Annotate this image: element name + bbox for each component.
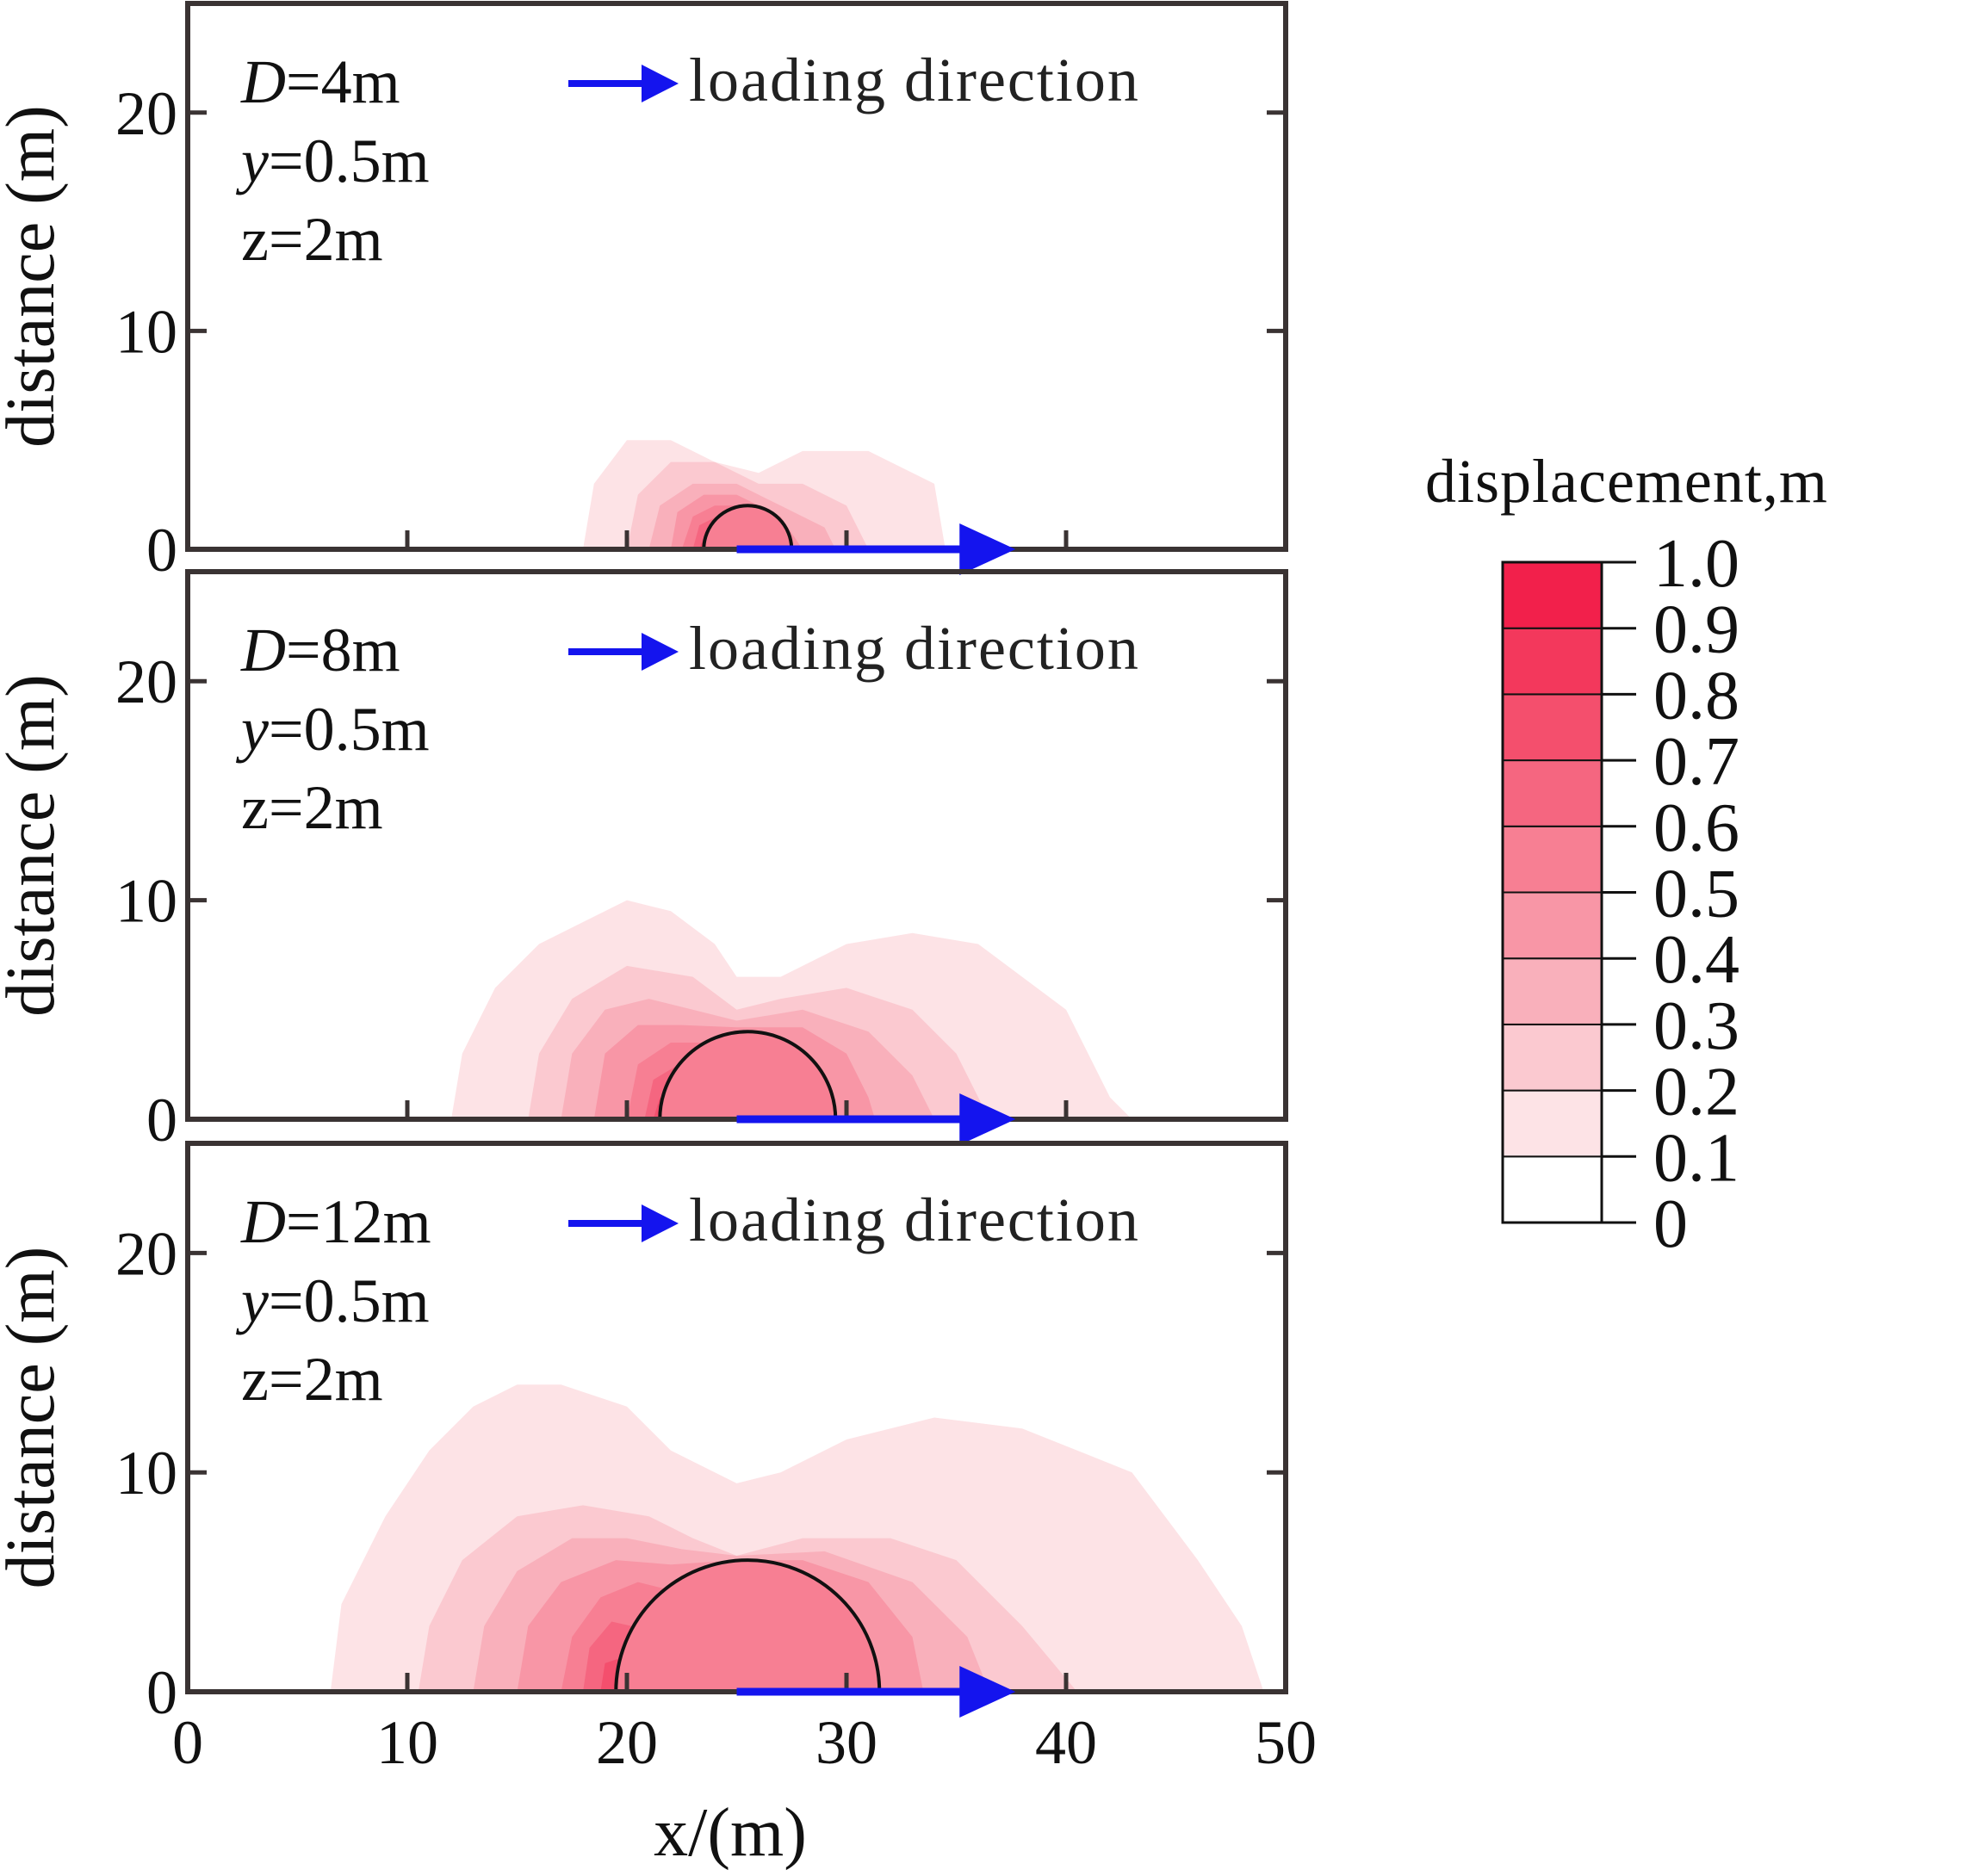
- x-axis-title: x/(m): [654, 1795, 807, 1871]
- x-tick-label: 40: [1035, 1708, 1097, 1777]
- tunnel-zone: [660, 1031, 836, 1119]
- plot-area: [583, 440, 946, 549]
- load-arrow-head: [959, 1093, 1016, 1145]
- x-tick-labels: 0 10 20 30 40 50: [172, 1708, 1317, 1777]
- annotation-D-value: =8m: [286, 616, 400, 684]
- tunnel-outline: [702, 504, 794, 549]
- colorbar-swatch: [1502, 957, 1603, 1025]
- y-tick-label: 0: [146, 1658, 177, 1727]
- x-tick-label: 50: [1255, 1708, 1317, 1777]
- annotation-z: z=2m: [241, 205, 383, 274]
- colorbar: 00.10.20.30.40.50.60.70.80.91.0: [1501, 526, 1739, 1262]
- annotation-D-symbol: D: [240, 616, 286, 684]
- annotation-D-symbol: D: [240, 1187, 286, 1256]
- colorbar-title: displacement,m: [1425, 447, 1828, 516]
- annotation-z: z=2m: [241, 773, 383, 842]
- legend-label: loading direction: [689, 614, 1140, 683]
- colorbar-swatch: [1502, 561, 1603, 629]
- annotation-z: z=2m: [241, 1345, 383, 1414]
- annotation-y: y=0.5m: [235, 695, 430, 764]
- y-tick-label: 20: [115, 79, 177, 148]
- legend-label: loading direction: [689, 46, 1140, 115]
- legend-arrow-head: [642, 65, 679, 102]
- y-tick-label: 20: [115, 647, 177, 716]
- colorbar-label: 0.6: [1653, 790, 1739, 866]
- load-arrow-head: [959, 1666, 1016, 1718]
- colorbar-label: 0: [1653, 1186, 1688, 1262]
- annotation-y-value: =0.5m: [269, 1266, 430, 1335]
- annotation-D: D=4m: [240, 47, 400, 116]
- annotation-D-value: =12m: [286, 1187, 431, 1256]
- x-tick-label: 20: [596, 1708, 658, 1777]
- legend-label: loading direction: [689, 1186, 1140, 1254]
- legend-arrow-head: [642, 1204, 679, 1242]
- colorbar-swatch: [1502, 693, 1603, 762]
- y-tick-label: 20: [115, 1219, 177, 1288]
- y-tick-label: 10: [115, 867, 177, 936]
- colorbar-label: 0.3: [1653, 988, 1739, 1064]
- tunnel-zone: [616, 1560, 880, 1692]
- x-tick-label: 30: [815, 1708, 877, 1777]
- colorbar-swatch: [1502, 627, 1603, 696]
- annotation-y-symbol: y: [235, 695, 269, 764]
- annotation-D: D=12m: [240, 1187, 431, 1256]
- y-tick-label: 0: [146, 516, 177, 585]
- y-tick-label: 10: [115, 297, 177, 366]
- annotation-y: y=0.5m: [235, 127, 430, 195]
- colorbar-label: 0.5: [1653, 857, 1739, 932]
- plot-area: [330, 1384, 1264, 1692]
- colorbar-label: 0.4: [1653, 922, 1739, 998]
- y-axis-title: distance (m): [0, 105, 69, 448]
- y-axis-title: distance (m): [0, 1247, 69, 1589]
- plot-area: [451, 900, 1132, 1119]
- annotation-y-value: =0.5m: [269, 127, 430, 195]
- colorbar-label: 0.8: [1653, 658, 1739, 734]
- colorbar-label: 0.1: [1653, 1120, 1739, 1196]
- load-arrow-head: [959, 523, 1016, 575]
- y-tick-label: 10: [115, 1439, 177, 1508]
- colorbar-swatch: [1502, 1155, 1603, 1224]
- annotation-y-symbol: y: [235, 1266, 269, 1335]
- y-tick-label: 0: [146, 1086, 177, 1155]
- tunnel-outline: [658, 1030, 838, 1119]
- contour-band: [600, 1658, 618, 1692]
- colorbar-swatch: [1502, 759, 1603, 827]
- colorbar-swatch: [1502, 891, 1603, 960]
- x-tick-label: 10: [376, 1708, 438, 1777]
- annotation-y-value: =0.5m: [269, 695, 430, 764]
- annotation-y: y=0.5m: [235, 1266, 430, 1335]
- colorbar-swatch: [1502, 1023, 1603, 1092]
- annotation-D: D=8m: [240, 616, 400, 684]
- colorbar-swatch: [1502, 1089, 1603, 1158]
- colorbar-label: 0.9: [1653, 592, 1739, 668]
- tunnel-outline: [614, 1558, 882, 1692]
- colorbar-swatch: [1502, 825, 1603, 894]
- colorbar-label: 0.2: [1653, 1055, 1739, 1130]
- colorbar-label: 0.7: [1653, 724, 1739, 800]
- annotation-y-symbol: y: [235, 127, 269, 195]
- tunnel-zone: [704, 505, 792, 549]
- x-tick-label: 0: [172, 1708, 203, 1777]
- y-axis-title: distance (m): [0, 674, 69, 1017]
- legend-arrow-head: [642, 633, 679, 671]
- annotation-D-symbol: D: [240, 47, 286, 116]
- annotation-D-value: =4m: [286, 47, 400, 116]
- colorbar-label: 1.0: [1653, 526, 1739, 602]
